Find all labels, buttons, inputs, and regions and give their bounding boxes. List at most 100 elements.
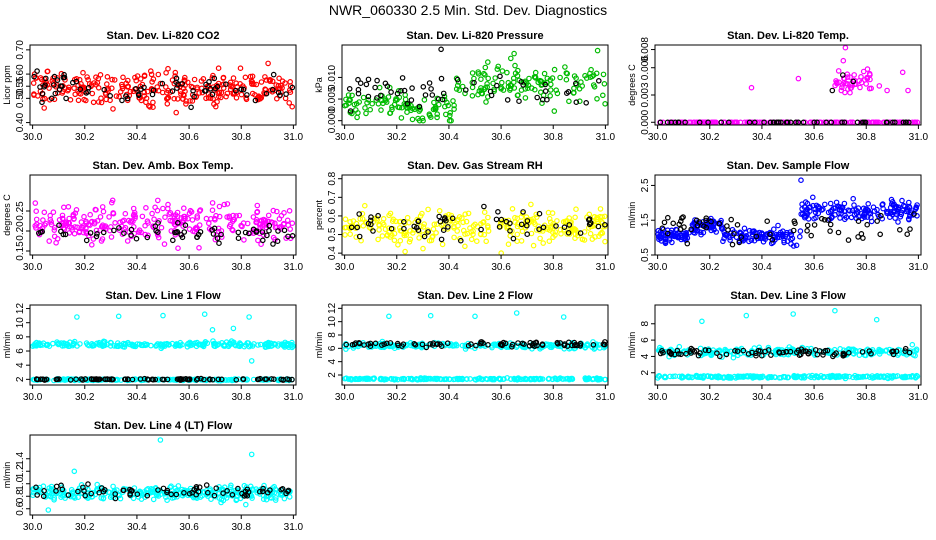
overlay-point — [679, 215, 685, 221]
overlay-point — [590, 341, 597, 348]
data-point — [564, 375, 571, 382]
x-tick-label: 30.0 — [23, 262, 43, 273]
data-point — [775, 222, 781, 229]
data-point — [548, 341, 554, 348]
data-point — [74, 343, 80, 349]
data-point — [572, 214, 578, 221]
data-point — [557, 74, 563, 81]
data-point — [352, 107, 359, 113]
data-point — [111, 77, 118, 83]
overlay-point — [246, 230, 252, 237]
data-point — [378, 376, 385, 383]
data-point — [41, 105, 48, 111]
overlay-point — [804, 222, 811, 229]
overlay-point — [485, 341, 491, 348]
data-point — [80, 69, 86, 76]
plot-frame — [29, 44, 297, 126]
data-point — [407, 236, 414, 243]
y-tick-label: 10 — [327, 316, 338, 328]
data-point — [694, 373, 700, 379]
data-point — [507, 55, 514, 62]
y-tick-label: 1.2 — [15, 464, 26, 478]
data-point — [287, 226, 294, 232]
data-point — [463, 218, 470, 225]
overlay-point — [577, 230, 584, 236]
overlay-point — [223, 81, 229, 88]
data-point — [134, 73, 141, 79]
data-point — [186, 210, 193, 217]
data-point — [845, 207, 852, 214]
overlay-point — [54, 77, 61, 83]
overlay-point — [39, 91, 46, 97]
data-point — [421, 97, 428, 103]
overlay-point — [425, 229, 431, 235]
overlay-point — [827, 221, 834, 228]
data-point — [864, 66, 871, 72]
data-point — [99, 204, 106, 210]
data-point — [141, 72, 148, 79]
y-tick-label: 0.8 — [327, 171, 338, 185]
x-tick-label: 30.2 — [75, 522, 95, 533]
overlay-point — [211, 75, 218, 82]
overlay-point — [218, 376, 225, 383]
data-point — [258, 79, 265, 85]
data-point — [281, 210, 287, 216]
overlay-point — [211, 492, 218, 499]
data-point — [361, 202, 368, 209]
data-point — [162, 214, 168, 221]
overlay-point — [343, 341, 350, 348]
data-point — [833, 199, 840, 206]
data-point — [893, 211, 899, 217]
overlay-point — [795, 347, 802, 354]
overlay-point — [791, 218, 798, 225]
data-point — [108, 234, 115, 240]
overlay-point — [149, 91, 156, 98]
data-point — [855, 205, 862, 211]
overlay-point — [415, 218, 422, 224]
outlier-point — [246, 314, 252, 320]
data-point — [203, 215, 210, 222]
data-point — [149, 79, 155, 85]
data-point — [84, 74, 90, 80]
data-point — [199, 492, 205, 499]
data-point — [364, 376, 371, 383]
data-point — [598, 219, 605, 225]
data-point — [459, 376, 466, 383]
data-point — [425, 206, 431, 213]
figure-title: NWR_060330 2.5 Min. Std. Dev. Diagnostic… — [329, 2, 607, 18]
overlay-point — [356, 233, 363, 240]
data-point — [570, 90, 577, 96]
data-point — [678, 236, 685, 243]
data-point — [857, 84, 863, 91]
data-point — [478, 76, 484, 83]
data-point — [437, 376, 444, 382]
data-point — [546, 238, 553, 245]
y-tick-label: 0.006 — [640, 55, 651, 80]
overlay-point — [572, 80, 579, 87]
data-point — [812, 209, 819, 216]
x-tick-label: 30.8 — [232, 262, 252, 273]
y-tick-label: 0.8 — [15, 489, 26, 503]
data-point — [137, 76, 144, 82]
y-axis-label: ml/min — [2, 332, 12, 359]
data-point — [451, 223, 457, 230]
overlay-point — [471, 79, 477, 86]
x-tick-label: 30.8 — [232, 132, 252, 143]
overlay-point — [73, 376, 79, 383]
overlay-point — [833, 350, 839, 356]
data-point — [376, 84, 383, 91]
points-stan-dev-line-1-flow — [29, 311, 296, 384]
data-point — [820, 206, 826, 213]
data-point — [359, 216, 366, 222]
data-point — [602, 238, 608, 245]
data-point — [255, 237, 261, 244]
data-point — [290, 343, 296, 349]
data-point — [842, 375, 849, 382]
overlay-point — [409, 85, 415, 91]
outlier-point — [798, 177, 804, 184]
data-point — [379, 233, 386, 239]
overlay-point — [205, 489, 211, 496]
data-point — [216, 93, 222, 100]
data-point — [369, 100, 376, 107]
data-point — [708, 352, 714, 359]
